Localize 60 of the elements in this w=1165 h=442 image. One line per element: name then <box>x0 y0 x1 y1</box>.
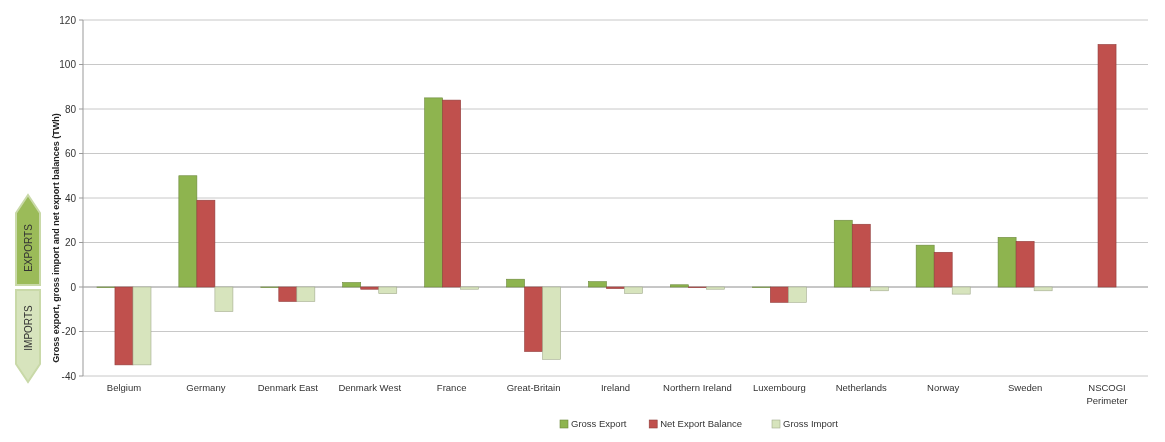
bar <box>1097 44 1117 288</box>
bar <box>788 286 807 303</box>
x-tick-label: Northern Ireland <box>663 382 732 393</box>
y-axis-title: Gross export, gross import and net export balances (TWh) <box>51 113 61 363</box>
bar <box>670 284 689 288</box>
bar <box>542 286 561 360</box>
x-tick-label: Luxembourg <box>752 382 806 393</box>
y-tick-label: 40 <box>64 192 77 204</box>
text: IMPORTS <box>23 304 34 351</box>
bar <box>933 251 953 288</box>
bar <box>114 286 134 366</box>
bar <box>915 244 935 288</box>
bar <box>296 286 316 302</box>
bar <box>869 286 889 292</box>
x-tick-label: Germany <box>186 382 226 393</box>
x-tick-label: Norway <box>927 382 960 393</box>
x-tick-label: Denmark East <box>257 382 319 393</box>
bar <box>378 286 398 294</box>
x-tick-label: NSCOGI Perimeter <box>1086 382 1128 406</box>
y-tick-label: 120 <box>59 14 77 26</box>
x-tick-label: Sweden <box>1007 382 1043 393</box>
bar <box>506 278 525 288</box>
bar <box>360 286 380 290</box>
x-tick-label: Netherlands <box>835 382 888 393</box>
bar <box>424 97 443 288</box>
bar <box>951 286 971 295</box>
bar <box>706 286 725 290</box>
bar <box>524 286 543 352</box>
y-tick-label: -40 <box>61 370 77 382</box>
y-tick-label: 60 <box>64 148 77 159</box>
bar <box>460 286 479 290</box>
bar <box>624 286 643 294</box>
bar <box>196 199 216 288</box>
bar <box>214 286 234 312</box>
bar <box>132 286 152 366</box>
x-tick-label: France <box>436 382 467 393</box>
bar <box>1033 286 1053 292</box>
y-tick-label: 100 <box>59 59 77 70</box>
y-tick-label: 20 <box>64 237 77 248</box>
bar <box>833 219 853 288</box>
legend-label: Net Export Balance <box>660 418 743 429</box>
y-tick-label: -20 <box>61 326 77 337</box>
legend-label: Gross Import <box>783 418 839 429</box>
y-tick-label: 80 <box>64 103 77 115</box>
bar <box>588 281 607 288</box>
x-tick-label: Denmark West <box>338 382 402 393</box>
bar <box>442 99 461 288</box>
bar <box>342 282 362 288</box>
bar <box>278 286 298 302</box>
text: EXPORTS <box>23 223 34 272</box>
bar <box>997 237 1017 288</box>
bar <box>770 286 789 303</box>
bar <box>1015 241 1035 288</box>
bar <box>851 223 871 288</box>
x-tick-label: Belgium <box>106 382 142 393</box>
x-tick-label: Ireland <box>600 382 631 393</box>
bar <box>178 175 198 288</box>
legend-label: Gross Export <box>571 418 627 429</box>
x-tick-label: Great-Britain <box>506 382 561 393</box>
y-tick-label: 0 <box>70 281 77 293</box>
